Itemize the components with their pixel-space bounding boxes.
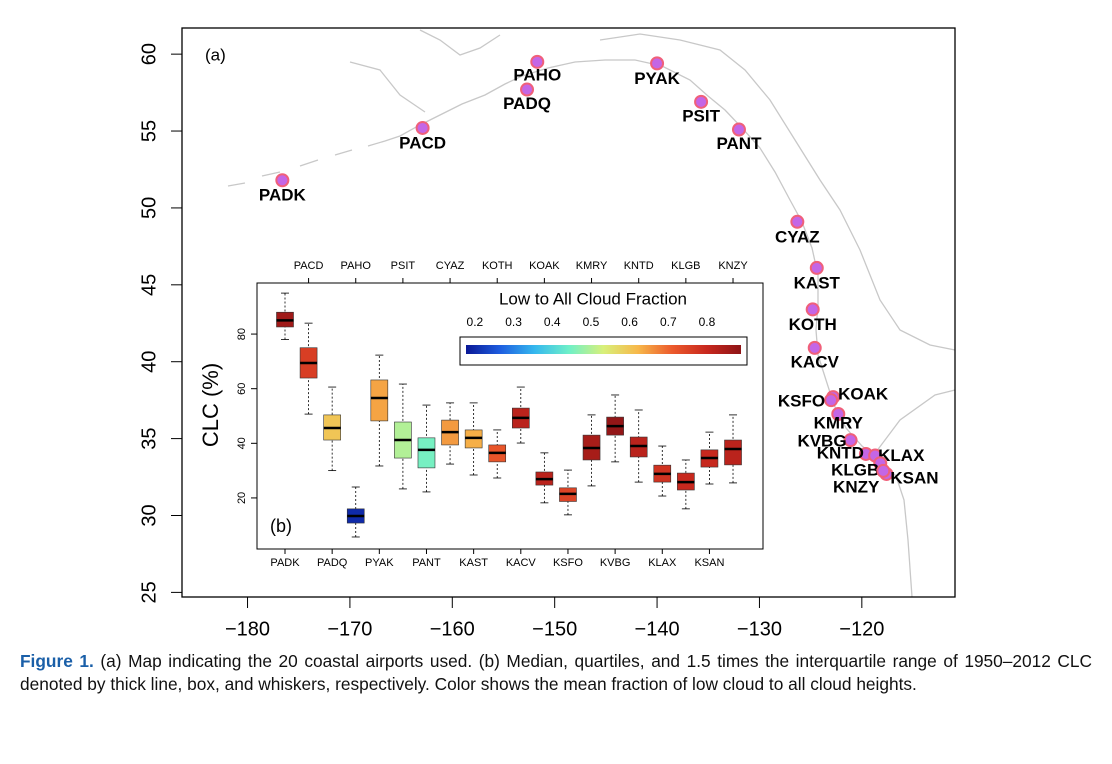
x-tick-label: −120 (839, 618, 884, 640)
y-tick-label: 35 (138, 427, 160, 449)
figure: (a) PADKPACDPAHOPADQPYAKPSITPANTCYAZKAST… (138, 27, 956, 640)
airport-label: PYAK (634, 69, 680, 88)
panel-label: (b) (270, 516, 292, 536)
x-tick-label: PAHO (341, 260, 372, 272)
x-tick-label: PADK (270, 557, 300, 569)
airport-label: KNTD (817, 443, 864, 462)
x-tick-label: −150 (532, 618, 577, 640)
colorbar-tick-label: 0.2 (467, 315, 484, 329)
y-tick-label: 30 (138, 504, 160, 526)
x-tick-label: PACD (294, 260, 324, 272)
x-tick-label: KNZY (718, 260, 748, 272)
x-tick-label: KOTH (482, 260, 513, 272)
airport-label: KAST (794, 273, 841, 292)
airport-label: KOTH (789, 315, 837, 334)
x-tick-label: KSAN (694, 557, 724, 569)
airport-label: PSIT (682, 106, 720, 125)
map-frame (181, 27, 956, 598)
colorbar-tick-label: 0.7 (660, 315, 677, 329)
box (724, 439, 742, 466)
caption-label: Figure 1. (20, 651, 94, 671)
caption-text: (a) Map indicating the 20 coastal airpor… (20, 651, 1092, 694)
x-tick-label: CYAZ (436, 260, 465, 272)
caption: Figure 1. (a) Map indicating the 20 coas… (20, 650, 1092, 696)
box (417, 437, 436, 469)
airport-point (805, 302, 820, 317)
airport-label: PACD (399, 133, 446, 152)
inset-frame (256, 282, 764, 550)
x-tick-label: −160 (430, 618, 475, 640)
airport-point (415, 120, 430, 135)
airport-label: PAHO (513, 65, 561, 84)
x-tick-label: PADQ (317, 557, 348, 569)
airport-label: KNZY (833, 477, 880, 496)
airport-label: KSFO (778, 392, 825, 411)
x-tick-label: −140 (635, 618, 680, 640)
x-tick-label: KVBG (600, 557, 631, 569)
airport-label: KLGB (831, 461, 879, 480)
x-tick-label: PANT (412, 557, 441, 569)
panel-label: (a) (205, 45, 226, 64)
airport-label: KACV (791, 352, 840, 371)
airport-label: PADQ (503, 94, 551, 113)
x-tick-label: KMRY (576, 260, 608, 272)
airport-point (650, 56, 665, 71)
x-tick-label: PSIT (391, 260, 416, 272)
airport-point (694, 94, 709, 109)
airport-point (275, 173, 290, 188)
x-tick-label: −130 (737, 618, 782, 640)
box (370, 379, 389, 422)
colorbar-tick-label: 0.8 (699, 315, 716, 329)
airport-point (809, 260, 824, 275)
x-tick-label: KNTD (624, 260, 654, 272)
x-tick-label: KOAK (529, 260, 560, 272)
airport-point (807, 340, 822, 355)
y-tick-label: 50 (138, 197, 160, 219)
airport-point (520, 82, 535, 97)
x-tick-label: KSFO (553, 557, 583, 569)
airport-label: PANT (716, 134, 762, 153)
x-tick-label: KACV (506, 557, 537, 569)
y-tick-label: 55 (138, 120, 160, 142)
airport-point (876, 463, 891, 478)
colorbar-tick-label: 0.6 (621, 315, 638, 329)
colorbar-title: Low to All Cloud Fraction (499, 289, 687, 308)
y-axis-label: CLC (%) (198, 363, 223, 447)
airport-label: KSAN (890, 468, 938, 487)
airport-label: KVBG (797, 432, 846, 451)
airport-label: KMRY (814, 413, 864, 432)
airport-label: CYAZ (775, 227, 820, 246)
y-tick-label: 40 (236, 437, 248, 449)
x-tick-label: KLGB (671, 260, 700, 272)
airport-label: KOAK (838, 385, 889, 404)
airport-point (824, 393, 839, 408)
y-tick-label: 80 (236, 328, 248, 340)
airport-point (831, 406, 846, 421)
x-tick-label: −180 (225, 618, 270, 640)
x-tick-label: KAST (459, 557, 488, 569)
y-tick-label: 40 (138, 351, 160, 373)
x-tick-label: KLAX (648, 557, 677, 569)
colorbar-tick-label: 0.5 (583, 315, 600, 329)
airport-point (790, 214, 805, 229)
x-tick-label: PYAK (365, 557, 394, 569)
airport-point (530, 54, 545, 69)
colorbar-frame (459, 336, 748, 366)
colorbar (466, 345, 741, 354)
inset-background (200, 252, 770, 575)
y-tick-label: 60 (236, 383, 248, 395)
y-tick-label: 45 (138, 274, 160, 296)
airport-label: KLAX (878, 446, 925, 465)
coastline (227, 29, 956, 598)
airport-point (731, 122, 746, 137)
y-tick-label: 25 (138, 581, 160, 603)
colorbar-tick-label: 0.3 (505, 315, 522, 329)
x-tick-label: −170 (327, 618, 372, 640)
airport-point (843, 433, 858, 448)
colorbar-tick-label: 0.4 (544, 315, 561, 329)
airport-label: PADK (259, 186, 307, 205)
y-tick-label: 20 (236, 492, 248, 504)
y-tick-label: 60 (138, 43, 160, 65)
